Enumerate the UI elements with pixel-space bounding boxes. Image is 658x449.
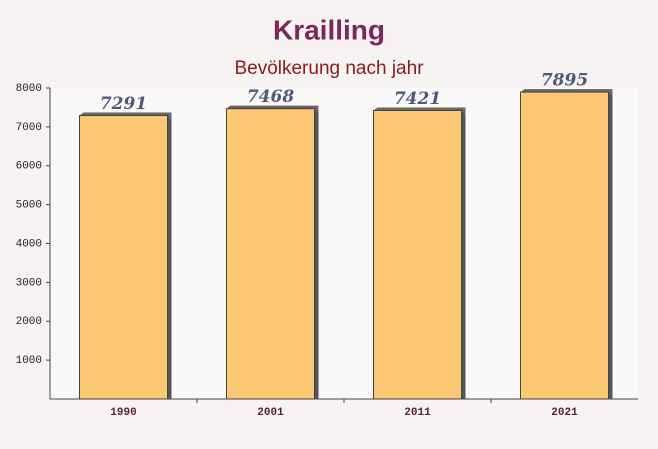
chart-title: Krailling <box>273 14 385 45</box>
y-tick-label: 6000 <box>16 161 42 173</box>
x-tick-label: 2001 <box>257 407 284 419</box>
chart-subtitle: Bevölkerung nach jahr <box>234 58 424 79</box>
bar <box>226 108 315 400</box>
bar-shadow <box>314 108 319 399</box>
bar <box>520 91 609 400</box>
bar-shadow-top <box>520 89 613 97</box>
value-label: 7291 <box>100 94 147 114</box>
y-tick-label: 8000 <box>16 83 42 95</box>
bar <box>373 110 462 400</box>
y-tick-label: 1000 <box>16 355 42 367</box>
bar-shadow <box>461 110 466 400</box>
bar-shadow-top <box>226 105 319 113</box>
y-tick-label: 5000 <box>16 200 42 212</box>
y-tick-label: 3000 <box>16 277 42 289</box>
bar <box>79 115 168 400</box>
y-tick-label: 7000 <box>16 122 42 134</box>
value-label: 7421 <box>394 89 441 109</box>
value-label: 7895 <box>541 71 588 91</box>
x-tick-label: 2021 <box>551 407 578 419</box>
y-tick-label: 2000 <box>16 316 42 328</box>
x-tick-label: 1990 <box>110 407 136 419</box>
bar-shadow-top <box>373 107 466 115</box>
bar-shadow-top <box>79 112 172 120</box>
bar-shadow <box>167 115 172 399</box>
x-tick-label: 2011 <box>404 407 431 419</box>
bar-shadow <box>608 92 613 399</box>
y-tick-label: 4000 <box>16 238 42 250</box>
value-label: 7468 <box>247 87 294 107</box>
